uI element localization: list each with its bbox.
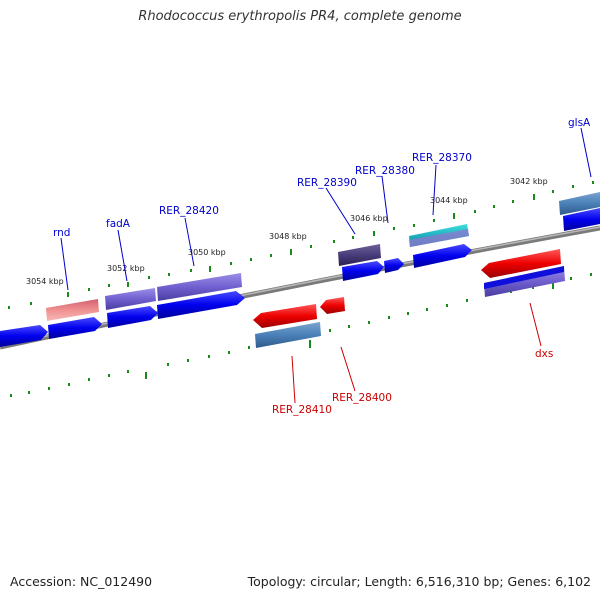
tick-label: 3046 kbp — [350, 214, 388, 223]
cds-arrow[interactable] — [342, 261, 384, 281]
gene-label-dxs[interactable]: dxs — [535, 348, 553, 360]
cds-arrow[interactable] — [563, 208, 600, 231]
genome-summary-text: Topology: circular; Length: 6,516,310 bp… — [247, 574, 591, 589]
gene-label-glsA[interactable]: glsA — [568, 117, 591, 129]
gene-fadA[interactable] — [105, 288, 156, 310]
accession-text: Accession: NC_012490 — [10, 574, 153, 589]
cds-arrow-reverse[interactable] — [481, 249, 561, 278]
cds-arrow[interactable] — [107, 306, 158, 328]
tick-label: 3050 kbp — [188, 248, 226, 257]
gene-label-rer28410[interactable]: RER_28410 — [272, 404, 332, 416]
tick-label: 3052 kbp — [107, 264, 145, 273]
gene-label-fadA[interactable]: fadA — [106, 218, 131, 230]
tick-label: 3044 kbp — [430, 196, 468, 205]
forward-tick-track — [8, 181, 594, 309]
gene-glsA[interactable] — [559, 192, 600, 215]
gene-label-rer28380[interactable]: RER_28380 — [355, 165, 415, 177]
cds-arrow-reverse[interactable] — [253, 304, 317, 328]
cds-arrow[interactable] — [157, 291, 245, 319]
map-title: Rhodococcus erythropolis PR4, complete g… — [138, 9, 462, 24]
gene-label-rer28400[interactable]: RER_28400 — [332, 392, 392, 404]
gene-rer28410[interactable] — [255, 322, 321, 348]
gene-rer28420[interactable] — [157, 273, 242, 301]
cds-arrow[interactable] — [0, 325, 48, 347]
tick-label: 3048 kbp — [269, 232, 307, 241]
cds-arrow[interactable] — [384, 258, 404, 273]
gene-label-rer28370[interactable]: RER_28370 — [412, 152, 472, 164]
tick-label: 3054 kbp — [26, 277, 64, 286]
gene-label-rer28420[interactable]: RER_28420 — [159, 205, 219, 217]
cds-arrow[interactable] — [48, 317, 102, 339]
gene-label-rer28390[interactable]: RER_28390 — [297, 177, 357, 189]
gene-rer28390[interactable] — [338, 244, 381, 266]
gene-label-rnd[interactable]: rnd — [53, 227, 70, 239]
cds-arrow[interactable] — [413, 244, 472, 268]
cds-arrow-reverse[interactable] — [320, 297, 345, 314]
gene-rnd[interactable] — [46, 299, 99, 321]
tick-label: 3042 kbp — [510, 177, 548, 186]
reverse-tick-track — [10, 273, 592, 397]
